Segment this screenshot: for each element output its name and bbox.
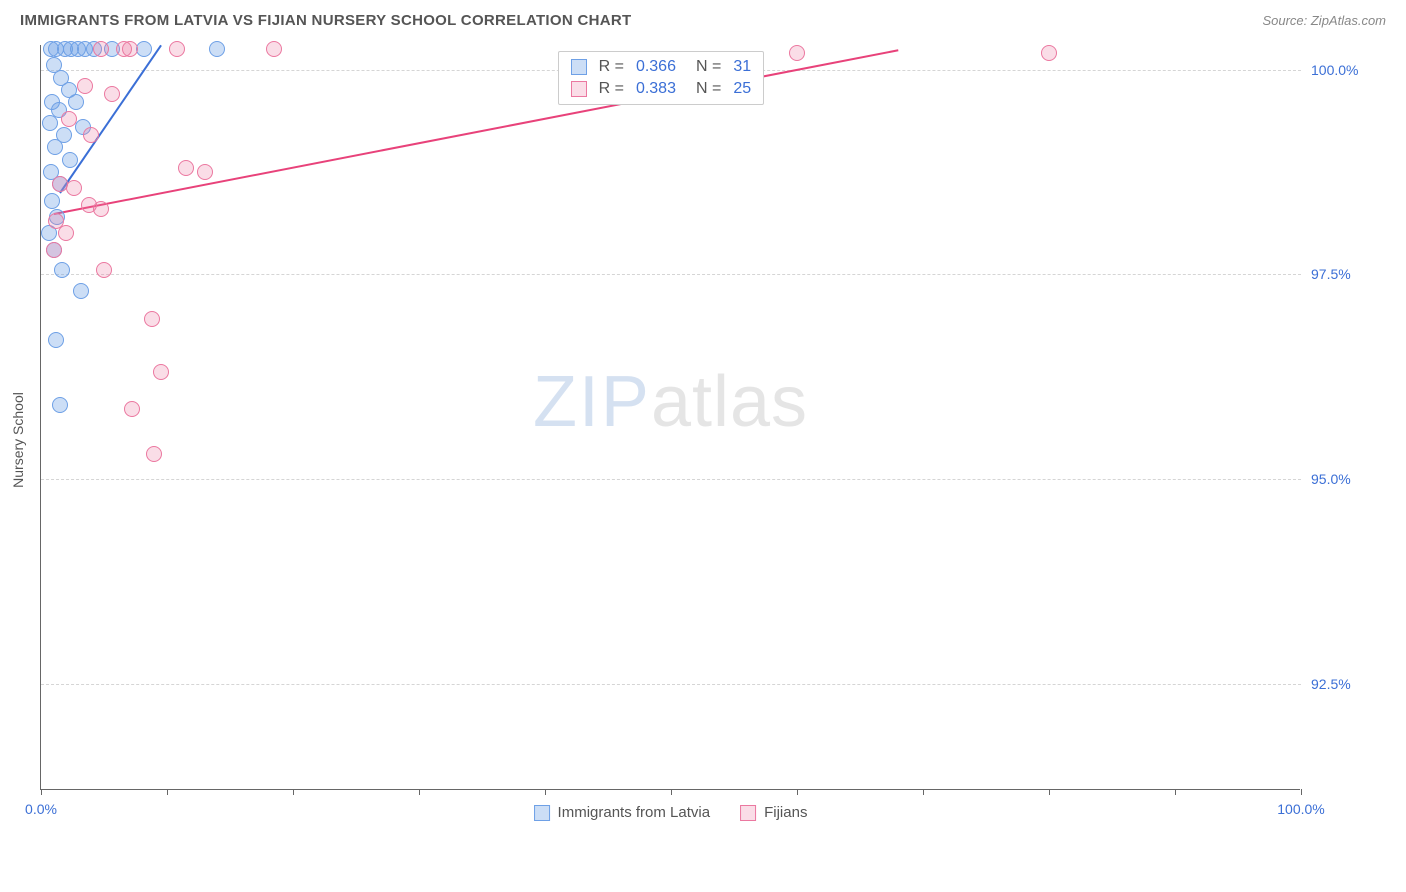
x-tick — [41, 789, 42, 795]
data-point — [44, 193, 60, 209]
x-tick — [293, 789, 294, 795]
x-tick-label: 100.0% — [1277, 801, 1324, 817]
data-point — [178, 160, 194, 176]
stat-row: R = 0.366 N = 31 — [571, 58, 752, 76]
stat-r-value: 0.366 — [636, 58, 676, 76]
x-tick — [797, 789, 798, 795]
watermark: ZIPatlas — [533, 361, 808, 443]
data-point — [169, 41, 185, 57]
stat-row: R = 0.383 N = 25 — [571, 80, 752, 98]
gridline-h — [41, 274, 1301, 275]
x-tick — [1175, 789, 1176, 795]
data-point — [62, 152, 78, 168]
y-tick-label: 97.5% — [1311, 266, 1351, 282]
x-tick — [1049, 789, 1050, 795]
data-point — [48, 332, 64, 348]
legend-item: Fijians — [740, 804, 807, 821]
data-point — [66, 180, 82, 196]
data-point — [93, 201, 109, 217]
plot-area: ZIPatlas 100.0%97.5%95.0%92.5%0.0%100.0%… — [40, 45, 1300, 790]
data-point — [789, 45, 805, 61]
data-point — [153, 364, 169, 380]
data-point — [197, 164, 213, 180]
chart-title: IMMIGRANTS FROM LATVIA VS FIJIAN NURSERY… — [20, 12, 631, 29]
stat-n-label: N = — [696, 80, 721, 98]
gridline-h — [41, 684, 1301, 685]
data-point — [136, 41, 152, 57]
data-point — [104, 86, 120, 102]
data-point — [146, 446, 162, 462]
legend-swatch — [534, 805, 550, 821]
x-tick-label: 0.0% — [25, 801, 57, 817]
watermark-atlas: atlas — [651, 362, 808, 442]
x-tick — [419, 789, 420, 795]
legend: Immigrants from Latvia Fijians — [534, 804, 808, 821]
data-point — [46, 242, 62, 258]
watermark-zip: ZIP — [533, 362, 651, 442]
legend-item: Immigrants from Latvia — [534, 804, 711, 821]
series-swatch — [571, 81, 587, 97]
data-point — [266, 41, 282, 57]
data-point — [52, 397, 68, 413]
legend-label: Fijians — [764, 804, 807, 821]
data-point — [42, 115, 58, 131]
stat-n-label: N = — [696, 58, 721, 76]
data-point — [1041, 45, 1057, 61]
x-tick — [1301, 789, 1302, 795]
data-point — [83, 127, 99, 143]
data-point — [77, 78, 93, 94]
stat-r-label: R = — [599, 80, 624, 98]
y-axis-label: Nursery School — [10, 392, 26, 488]
data-point — [73, 283, 89, 299]
stat-n-value: 31 — [733, 58, 751, 76]
x-tick — [167, 789, 168, 795]
data-point — [144, 311, 160, 327]
stat-r-label: R = — [599, 58, 624, 76]
legend-label: Immigrants from Latvia — [558, 804, 711, 821]
stat-box: R = 0.366 N = 31 R = 0.383 N = 25 — [558, 51, 765, 105]
data-point — [54, 262, 70, 278]
x-tick — [923, 789, 924, 795]
y-tick-label: 95.0% — [1311, 471, 1351, 487]
data-point — [93, 41, 109, 57]
data-point — [122, 41, 138, 57]
data-point — [124, 401, 140, 417]
y-tick-label: 92.5% — [1311, 676, 1351, 692]
y-tick-label: 100.0% — [1311, 62, 1358, 78]
data-point — [58, 225, 74, 241]
data-point — [209, 41, 225, 57]
series-swatch — [571, 59, 587, 75]
trend-line — [53, 49, 898, 215]
data-point — [68, 94, 84, 110]
x-tick — [671, 789, 672, 795]
gridline-h — [41, 479, 1301, 480]
data-point — [47, 139, 63, 155]
stat-n-value: 25 — [733, 80, 751, 98]
x-tick — [545, 789, 546, 795]
legend-swatch — [740, 805, 756, 821]
data-point — [96, 262, 112, 278]
chart-source: Source: ZipAtlas.com — [1262, 13, 1386, 28]
data-point — [61, 111, 77, 127]
stat-r-value: 0.383 — [636, 80, 676, 98]
chart-container: Nursery School ZIPatlas 100.0%97.5%95.0%… — [40, 45, 1380, 835]
